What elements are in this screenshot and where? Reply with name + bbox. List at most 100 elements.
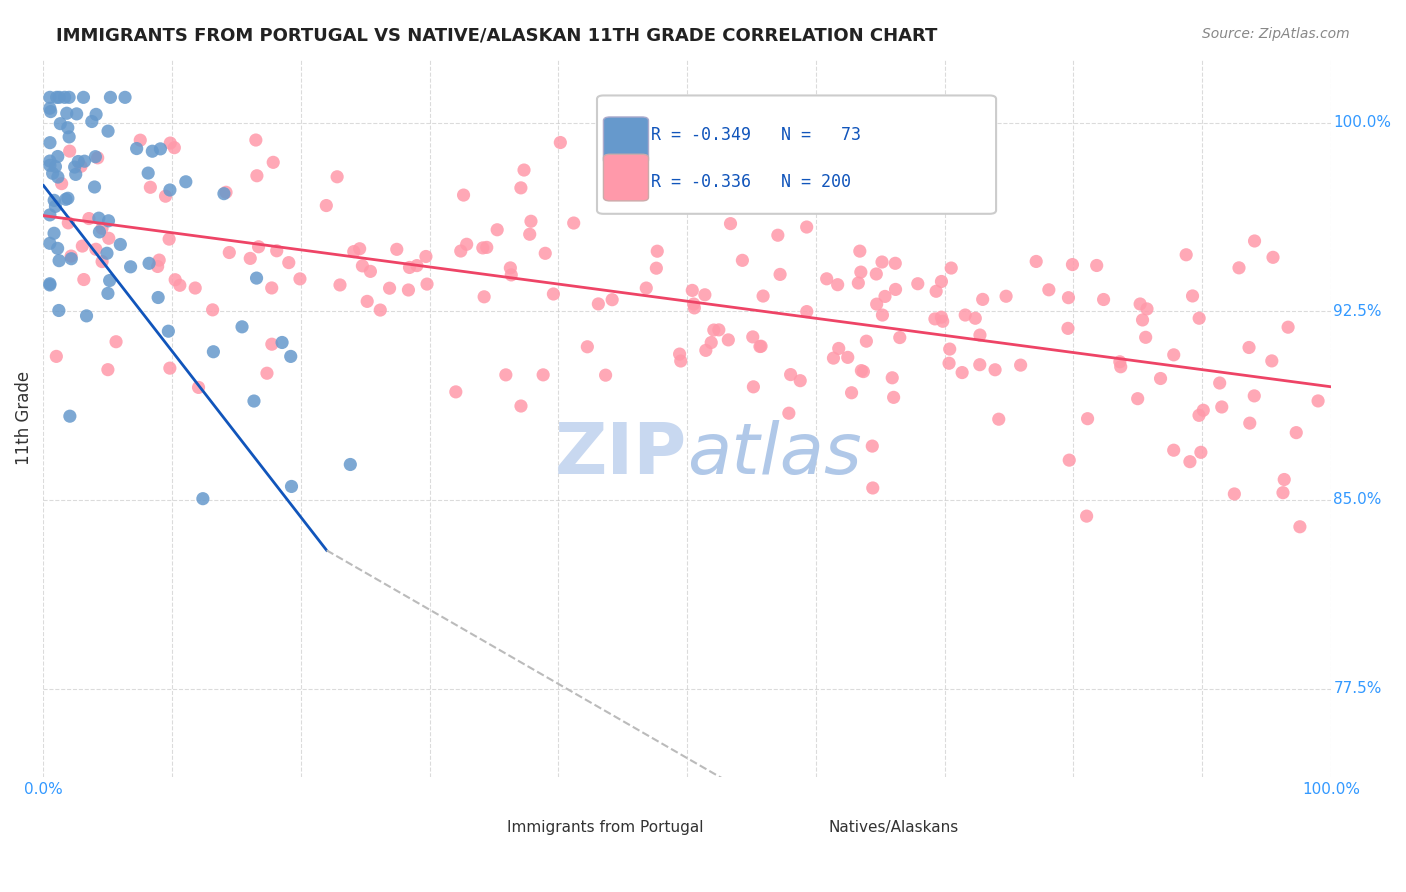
Point xyxy=(1211,400,1233,414)
Point xyxy=(1188,409,1211,423)
Point xyxy=(174,175,197,189)
Point xyxy=(1057,291,1080,305)
Point xyxy=(288,272,311,286)
Point xyxy=(187,380,209,394)
Point xyxy=(472,290,495,304)
Point xyxy=(789,374,811,388)
Point xyxy=(247,240,270,254)
Point xyxy=(84,150,107,164)
Point xyxy=(669,354,692,368)
Point xyxy=(965,311,987,326)
Point xyxy=(39,136,62,150)
Text: 85.0%: 85.0% xyxy=(1333,492,1382,508)
Point xyxy=(72,90,94,104)
Point xyxy=(49,117,72,131)
Point xyxy=(1057,321,1080,335)
Point xyxy=(884,282,907,296)
Point xyxy=(1163,348,1185,362)
Point xyxy=(950,366,973,380)
Point xyxy=(138,256,160,270)
Point xyxy=(683,301,706,315)
Point xyxy=(510,399,533,413)
Point xyxy=(184,281,207,295)
Point xyxy=(873,289,896,303)
Point xyxy=(1175,248,1198,262)
Point xyxy=(38,154,60,169)
Point xyxy=(1277,320,1299,334)
Point xyxy=(72,239,94,253)
Point xyxy=(125,142,148,156)
Point xyxy=(645,261,668,276)
Point xyxy=(60,252,83,266)
Point xyxy=(907,277,929,291)
Text: R = -0.349   N =   73: R = -0.349 N = 73 xyxy=(651,126,860,144)
Point xyxy=(1223,487,1246,501)
Point xyxy=(91,254,114,268)
Point xyxy=(1076,509,1098,524)
Point xyxy=(44,160,66,174)
Point xyxy=(509,181,531,195)
Point xyxy=(1289,520,1312,534)
Point xyxy=(1163,443,1185,458)
Point xyxy=(855,334,877,349)
Point xyxy=(100,90,122,104)
Point xyxy=(682,297,704,311)
Point xyxy=(1010,358,1032,372)
Point xyxy=(520,214,543,228)
Point xyxy=(73,272,96,286)
Point xyxy=(1126,392,1149,406)
Point xyxy=(48,303,70,318)
Point xyxy=(148,253,170,268)
Point xyxy=(1192,403,1215,417)
Point xyxy=(58,216,80,230)
Point xyxy=(595,368,617,383)
Text: Source: ZipAtlas.com: Source: ZipAtlas.com xyxy=(1202,27,1350,41)
Point xyxy=(415,250,437,264)
Point xyxy=(925,285,948,299)
Point xyxy=(1038,283,1060,297)
Point xyxy=(1208,376,1230,390)
Point xyxy=(1239,416,1261,430)
Point xyxy=(1243,234,1265,248)
Point xyxy=(1132,313,1154,327)
Point xyxy=(396,283,419,297)
Point xyxy=(157,324,180,338)
Point xyxy=(245,271,267,285)
Point xyxy=(779,368,801,382)
Point xyxy=(398,260,420,275)
Point xyxy=(883,390,905,404)
Point xyxy=(46,241,69,255)
Point xyxy=(531,368,554,382)
Point xyxy=(870,255,893,269)
Point xyxy=(1025,254,1047,268)
Point xyxy=(245,133,267,147)
Point xyxy=(38,277,60,291)
Point xyxy=(519,227,541,242)
Point xyxy=(1271,485,1294,500)
Point xyxy=(849,244,872,259)
Point xyxy=(215,186,238,200)
Point xyxy=(742,380,765,394)
Point xyxy=(1189,445,1212,459)
Point xyxy=(63,160,86,174)
Point xyxy=(444,384,467,399)
Point xyxy=(796,304,818,318)
Point xyxy=(260,281,283,295)
Point xyxy=(860,439,883,453)
Point xyxy=(969,358,991,372)
Point xyxy=(941,261,963,276)
Point xyxy=(218,245,240,260)
Point xyxy=(352,259,374,273)
Point xyxy=(725,176,748,190)
Point xyxy=(668,347,690,361)
Point xyxy=(1178,455,1201,469)
Point xyxy=(1227,260,1250,275)
Point xyxy=(212,186,235,201)
Point xyxy=(823,351,845,365)
Point xyxy=(841,385,863,400)
Point xyxy=(83,180,105,194)
Point xyxy=(1149,371,1171,385)
Point xyxy=(368,303,391,318)
Point xyxy=(45,90,67,104)
Point xyxy=(636,281,658,295)
